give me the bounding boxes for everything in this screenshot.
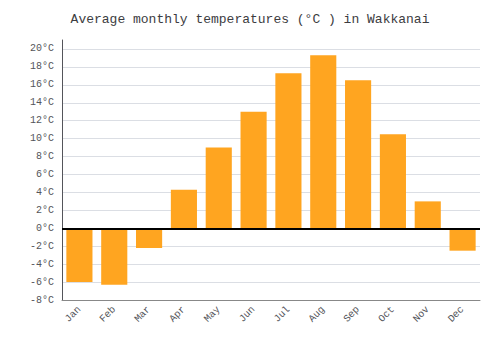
svg-text:Average monthly temperatures (: Average monthly temperatures (°C ) in Wa…	[71, 12, 430, 27]
svg-text:2°C: 2°C	[36, 205, 54, 216]
svg-text:Sep: Sep	[341, 304, 361, 324]
svg-text:8°C: 8°C	[36, 151, 54, 162]
svg-text:0°C: 0°C	[36, 223, 54, 234]
svg-text:-4°C: -4°C	[30, 259, 54, 270]
svg-text:6°C: 6°C	[36, 169, 54, 180]
svg-text:Mar: Mar	[132, 304, 152, 324]
svg-text:16°C: 16°C	[30, 79, 54, 90]
svg-text:10°C: 10°C	[30, 133, 54, 144]
svg-text:Jun: Jun	[237, 304, 257, 324]
svg-text:-8°C: -8°C	[30, 295, 54, 306]
svg-text:14°C: 14°C	[30, 97, 54, 108]
svg-text:Dec: Dec	[446, 304, 466, 324]
svg-text:-6°C: -6°C	[30, 277, 54, 288]
svg-text:4°C: 4°C	[36, 187, 54, 198]
svg-text:Jul: Jul	[272, 304, 292, 324]
svg-text:18°C: 18°C	[30, 61, 54, 72]
svg-text:12°C: 12°C	[30, 115, 54, 126]
svg-text:20°C: 20°C	[30, 43, 54, 54]
svg-text:Feb: Feb	[98, 304, 118, 324]
svg-text:Aug: Aug	[307, 304, 327, 324]
svg-text:Jan: Jan	[63, 304, 83, 324]
svg-text:Oct: Oct	[376, 304, 396, 324]
svg-text:May: May	[202, 304, 222, 324]
svg-text:Nov: Nov	[411, 304, 431, 324]
svg-text:Apr: Apr	[167, 304, 187, 324]
svg-text:-2°C: -2°C	[30, 241, 54, 252]
